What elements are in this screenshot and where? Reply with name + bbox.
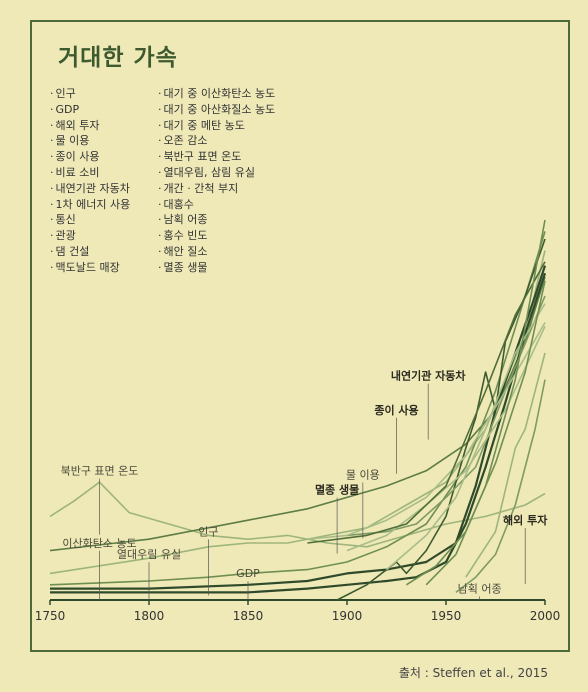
legend-item: 1차 에너지 사용 (50, 197, 131, 213)
x-tick-label: 1850 (233, 609, 264, 623)
annotation-label: 남획 어종 (458, 582, 502, 595)
annotation-label: 물 이용 (346, 468, 380, 481)
annotation-label: 내연기관 자동차 (391, 369, 467, 383)
legend-item: 홍수 빈도 (158, 228, 275, 244)
legend-item: 비료 소비 (50, 165, 130, 181)
page-title: 거대한 가속 (58, 45, 178, 71)
legend-item: 개간 · 간척 부지 (158, 181, 275, 197)
annotation-label: 열대우림 유실 (117, 548, 181, 561)
series-line (49, 250, 546, 575)
legend-left: 인구 GDP 해외 투자 물 이용 종이 사용 비료 소비 내연기관 자동차 1… (50, 86, 131, 276)
legend-item: 대기 중 이산화탄소 농도 (158, 86, 276, 102)
legend-item: 맥도날드 매장 (50, 260, 130, 276)
series-line (465, 352, 546, 578)
legend-item: 열대우림, 삼림 유실 (158, 165, 275, 181)
series-line (49, 481, 546, 548)
legend-item: 종이 사용 (50, 149, 130, 165)
series-line (49, 231, 546, 586)
series-line (307, 261, 546, 544)
series-line (49, 276, 546, 552)
legend-item: 멸종 생물 (158, 260, 275, 276)
annotation-label: 인구 (198, 525, 218, 538)
legend-right: 대기 중 이산화탄소 농도 대기 중 아산화질소 농도 대기 중 메탄 농도 오… (158, 86, 276, 276)
legend-item: 대기 중 아산화질소 농도 (158, 102, 276, 118)
source-citation: 출처 : Steffen et al., 2015 (398, 666, 548, 680)
legend-item: 오존 감소 (158, 133, 275, 149)
legend-item: 해안 질소 (158, 244, 275, 260)
annotation-label: 해외 투자 (503, 513, 548, 527)
x-tick-label: 1750 (35, 609, 66, 623)
legend-item: 북반구 표면 온도 (158, 149, 275, 165)
legend-item: 댐 건설 (50, 244, 130, 260)
annotation-label: 이산화탄소 농도 (62, 537, 136, 550)
x-tick-label: 1950 (431, 609, 462, 623)
legend-item: 인구 (50, 86, 130, 102)
legend-item: 관광 (50, 228, 130, 244)
series-line (386, 303, 546, 571)
legend-item: GDP (50, 102, 130, 118)
series-line (346, 326, 546, 552)
legend-item: 내연기관 자동차 (50, 181, 130, 197)
annotation-label: 북반구 표면 온도 (61, 465, 139, 478)
series-line (455, 379, 546, 594)
x-tick-label: 1800 (134, 609, 165, 623)
legend-item: 해외 투자 (50, 118, 130, 134)
legend-item: 물 이용 (50, 133, 130, 149)
series-line (425, 219, 546, 586)
x-tick-label: 2000 (530, 609, 561, 623)
legend-item: 대홍수 (158, 197, 275, 213)
x-tick-label: 1900 (332, 609, 363, 623)
series-line (307, 322, 546, 540)
annotation-label: GDP (236, 567, 260, 580)
annotation-label: 멸종 생물 (315, 483, 359, 497)
annotation-label: 종이 사용 (374, 403, 418, 417)
legend-item: 남획 어종 (158, 212, 275, 228)
legend-item: 대기 중 메탄 농도 (158, 118, 275, 134)
figure-frame (30, 20, 570, 652)
legend-item: 통신 (50, 212, 130, 228)
